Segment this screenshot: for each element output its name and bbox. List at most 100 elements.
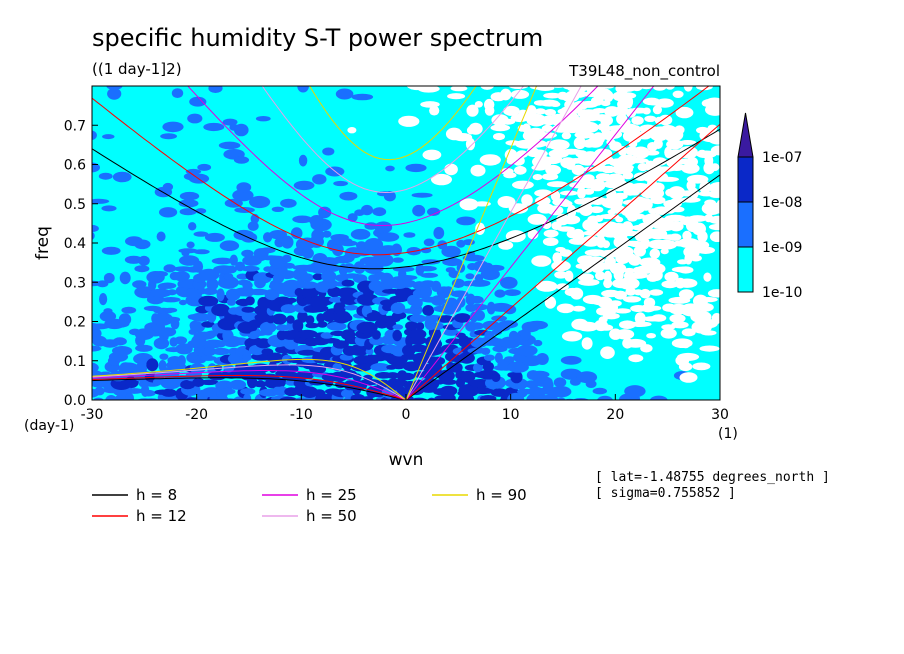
gravity-curve-h90 [309,86,477,161]
contour-cell-838 [507,361,529,373]
contour-cell-824 [498,240,514,250]
contour-cell-876 [526,320,548,330]
sigma-note: [ sigma=0.755852 ] [595,486,736,501]
contour-cell-755 [466,104,479,117]
contour-cell-1074 [613,290,627,300]
contour-cell-219 [211,257,234,265]
contour-cell-863 [521,194,533,206]
contour-cell-178 [193,231,209,237]
contour-cell-17 [99,293,108,306]
contour-cell-11 [93,397,104,400]
colorbar-label-1: 1e-08 [762,195,802,211]
contour-cell-895 [535,280,558,292]
contour-cell-117 [159,207,178,218]
contour-cell-44 [112,337,127,346]
contour-cell-600 [392,324,404,330]
y-tick-label-3: 0.3 [64,275,86,291]
contour-cell-1083 [615,216,624,223]
contour-cell-624 [397,279,417,288]
contour-cell-710 [444,163,458,176]
contour-cell-197 [206,278,219,291]
contour-cell-407 [301,285,319,299]
contour-cell-878 [527,213,547,225]
contour-cell-832 [503,105,520,116]
contour-cell-637 [409,329,427,340]
contour-cell-809 [490,124,511,132]
contour-cell-1051 [601,240,611,249]
contour-cell-278 [241,306,256,313]
contour-cell-678 [432,365,442,372]
contour-cell-858 [516,344,538,357]
contour-cell-958 [572,398,590,400]
contour-cell-645 [412,204,426,217]
contour-cell-138 [180,379,196,390]
contour-cell-965 [571,228,585,241]
contour-cell-968 [577,186,586,199]
contour-cell-12 [94,386,105,396]
contour-cell-707 [445,267,456,273]
contour-cell-162 [192,377,205,387]
contour-cell-291 [253,380,268,388]
contour-cell-693 [439,385,458,397]
contour-cell-293 [250,363,271,373]
contour-cell-428 [312,273,324,281]
contour-cell-118 [162,182,174,191]
contour-cell-234 [218,276,239,289]
contour-cell-825 [497,196,516,208]
contour-cell-907 [544,109,556,116]
contour-cell-1219 [655,239,678,250]
y-unit-label: (day-1) [24,418,74,434]
contour-cell-170 [190,312,210,322]
contour-cell-43 [112,346,133,356]
contour-cell-1325 [710,145,720,156]
contour-cell-547 [361,204,373,216]
contour-cell-1282 [692,362,711,371]
colorbar-arrow [737,112,754,158]
latitude-note: [ lat=-1.48755 degrees_north ] [595,470,830,485]
contour-cell-1040 [600,346,615,360]
contour-cell-748 [462,254,485,262]
contour-cell-817 [504,356,516,362]
contour-cell-453 [324,264,341,272]
contour-cell-777 [480,395,497,400]
contour-cell-574 [386,372,400,379]
contour-cell-3 [92,345,102,352]
contour-cell-1205 [652,157,667,166]
contour-cell-683 [430,322,445,330]
contour-cell-946 [559,200,573,207]
contour-cell-1086 [613,192,628,200]
contour-cell-116 [163,264,176,273]
contour-cell-400 [297,349,319,356]
contour-cell-1185 [642,107,651,115]
x-axis: -30 -20 -10 0 10 20 30 [81,394,729,423]
x-tick-label-4: 10 [502,407,520,423]
x-tick-label-5: 20 [606,407,624,423]
kelvin-curve-h50 [405,86,582,400]
contour-cell-588 [377,232,400,242]
contour-cell-238 [219,240,240,251]
contour-cell-1250 [668,186,686,200]
contour-cell-1258 [679,372,698,383]
contour-cell-877 [531,255,552,267]
contour-cell-501 [339,240,358,247]
contour-cell-95 [150,288,172,298]
contour-cell-189 [202,346,216,357]
contour-cell-1070 [601,86,615,89]
contour-cell-668 [423,238,435,247]
contour-cell-1011 [592,387,607,395]
contour-cell-383 [294,288,304,297]
contour-cell-875 [533,339,543,347]
contour-cell-1183 [639,124,657,134]
contour-cell-339 [271,313,287,325]
contour-cell-56 [124,255,143,264]
contour-cell-905 [541,124,554,133]
contour-cell-55 [121,306,137,314]
contour-cell-1108 [623,267,636,274]
contour-cell-679 [430,356,446,366]
x-unit-label: (1) [718,426,738,442]
contour-cell-458 [322,147,335,156]
contour-cell-333 [276,362,291,375]
contour-cell-120 [162,121,184,133]
contour-cell-151 [178,248,198,254]
contour-cell-213 [211,303,231,317]
